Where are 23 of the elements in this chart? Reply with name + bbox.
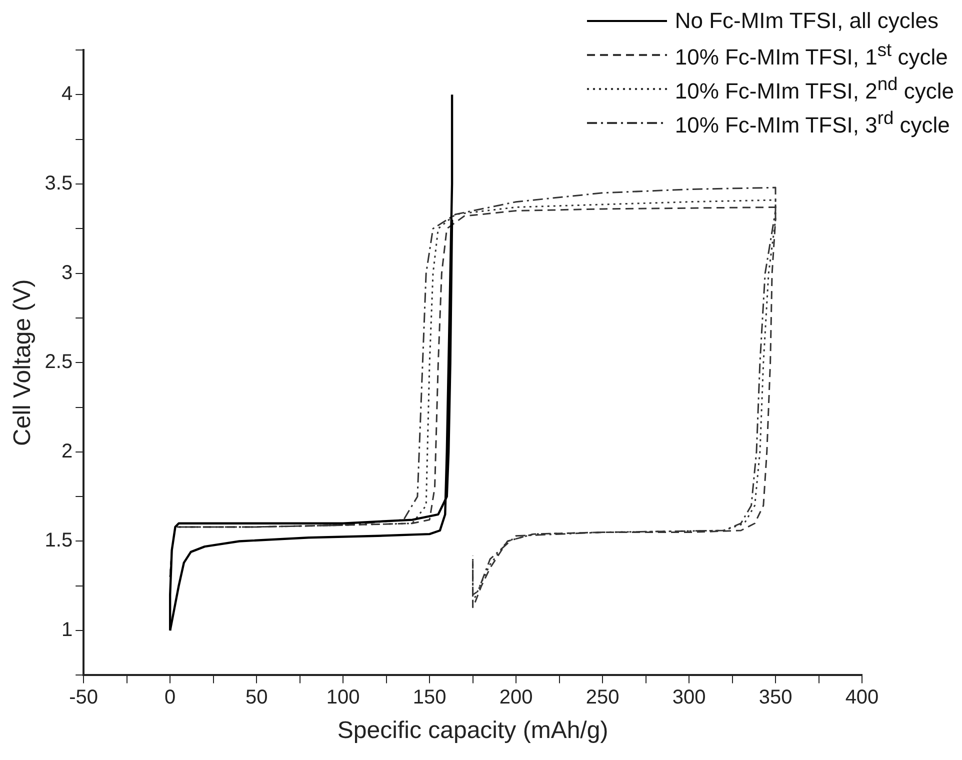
- legend-label: 10% Fc-MIm TFSI, 1$^{st}$ cycle: [674, 39, 948, 71]
- legend-label: 10% Fc-MIm TFSI, 3$^{rd}$ cycle: [674, 107, 950, 139]
- y-tick-label: 2: [61, 440, 73, 462]
- x-tick-label: 200: [499, 686, 533, 709]
- legend-label: 10% Fc-MIm TFSI, 2$^{nd}$ cycle: [674, 73, 954, 105]
- x-tick-label: 0: [164, 686, 176, 709]
- x-tick-label: 150: [412, 686, 446, 709]
- y-tick-label: 1: [61, 619, 73, 642]
- legend-label: No Fc-MIm TFSI, all cycles: [674, 8, 938, 34]
- y-tick-label: 1.5: [44, 530, 73, 552]
- x-tick-label: 300: [672, 686, 706, 709]
- x-tick-label: 350: [758, 686, 792, 709]
- y-tick-label: 3.5: [44, 172, 73, 194]
- x-tick-label: 400: [845, 686, 879, 709]
- x-tick-label: 50: [245, 686, 268, 709]
- x-axis-title: Specific capacity (mAh/g): [337, 717, 608, 744]
- x-tick-label: 250: [586, 686, 620, 709]
- y-axis-title: Cell Voltage (V): [9, 279, 36, 446]
- x-tick-label: -50: [69, 686, 98, 709]
- y-tick-label: 4: [61, 83, 73, 106]
- y-tick-label: 3: [61, 262, 73, 284]
- y-tick-label: 2.5: [44, 351, 73, 374]
- x-tick-label: 100: [326, 686, 360, 709]
